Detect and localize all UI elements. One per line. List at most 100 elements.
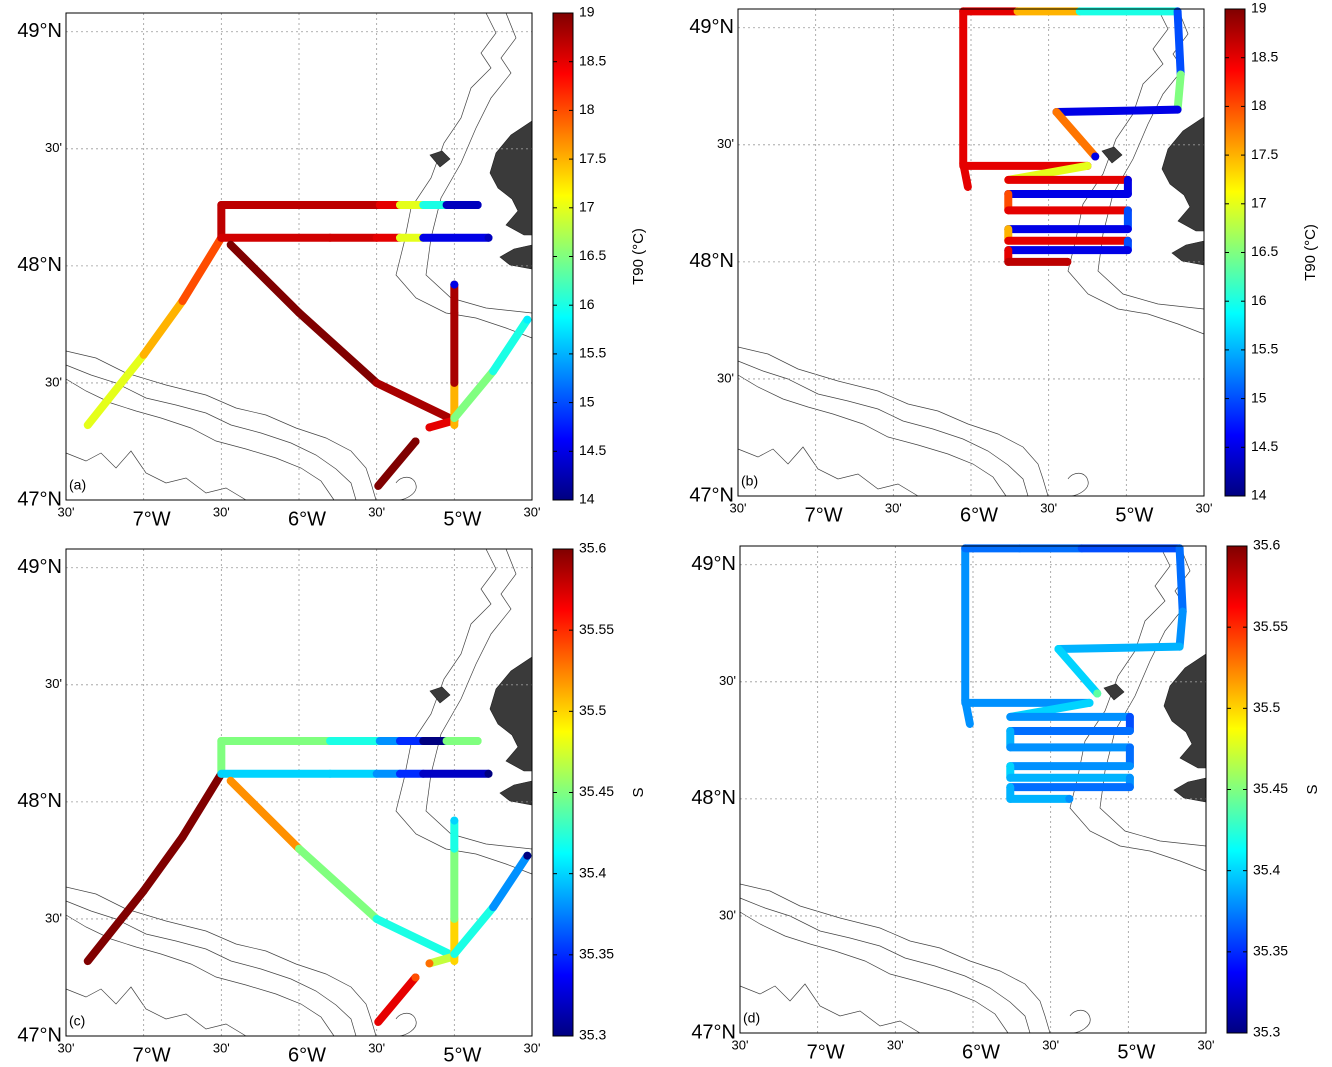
y-tick-label: 30' bbox=[45, 676, 62, 691]
track-segment bbox=[83, 886, 148, 966]
colorbar-tick-label: 35.45 bbox=[579, 783, 614, 799]
y-tick-label: 30' bbox=[719, 673, 736, 688]
track-segment bbox=[226, 240, 303, 317]
colorbar-tick-label: 35.5 bbox=[579, 702, 606, 718]
y-tick-label: 30' bbox=[45, 374, 62, 389]
colorbar-tick-label: 35.45 bbox=[1253, 780, 1288, 796]
map-panel: 30' 7°W 30' 6°W 30' 5°W 30'47°N30'48°N30'49°N(… bbox=[17, 540, 647, 1067]
y-tick-label: 48°N bbox=[689, 250, 734, 272]
x-tick-label: 7°W bbox=[807, 1041, 845, 1063]
map-panel: 30' 7°W 30' 6°W 30' 5°W 30'47°N30'48°N30'49°N(… bbox=[691, 537, 1321, 1064]
x-tick-label: 30' bbox=[1040, 500, 1057, 515]
x-tick-label: 6°W bbox=[960, 504, 998, 526]
y-tick-label: 47°N bbox=[17, 1024, 62, 1046]
track-point bbox=[450, 280, 459, 289]
track-point bbox=[484, 233, 493, 242]
y-tick-label: 49°N bbox=[689, 16, 734, 38]
track-segment bbox=[374, 973, 420, 1026]
track-point bbox=[1091, 152, 1100, 161]
colorbar-tick-label: 35.4 bbox=[1253, 861, 1280, 877]
colorbar-tick-label: 19 bbox=[1251, 0, 1267, 16]
track-point bbox=[1065, 794, 1074, 803]
x-tick-label: 30' bbox=[524, 504, 541, 519]
y-tick-label: 49°N bbox=[17, 556, 62, 578]
plot-frame bbox=[65, 548, 533, 1037]
x-tick-label: 30' bbox=[368, 504, 385, 519]
basemap bbox=[739, 545, 1207, 1034]
colorbar-tick-label: 17 bbox=[579, 199, 595, 215]
x-tick-label: 6°W bbox=[288, 508, 326, 530]
y-tick-label: 47°N bbox=[691, 1021, 736, 1043]
colorbar-tick-label: 18 bbox=[1251, 97, 1267, 113]
colorbar-tick-label: 17 bbox=[1251, 195, 1267, 211]
x-tick-label: 30' bbox=[213, 504, 230, 519]
y-tick-label: 49°N bbox=[17, 20, 62, 42]
panel-label: (b) bbox=[741, 473, 758, 489]
track-point bbox=[411, 437, 420, 446]
panel-label: (a) bbox=[69, 477, 86, 493]
x-tick-label: 6°W bbox=[288, 1044, 326, 1066]
track-point bbox=[1063, 257, 1072, 266]
colorbar-tick-label: 14 bbox=[1251, 487, 1267, 503]
y-tick-label: 49°N bbox=[691, 553, 736, 575]
track-point bbox=[425, 423, 434, 432]
track-segment bbox=[425, 952, 459, 968]
track-segment bbox=[178, 233, 226, 305]
y-tick-label: 30' bbox=[45, 140, 62, 155]
colorbar-tick-label: 35.4 bbox=[579, 864, 606, 880]
plot-frame bbox=[65, 12, 533, 501]
track-segment bbox=[489, 315, 532, 376]
colorbar-tick-label: 16 bbox=[1251, 292, 1267, 308]
track-segment bbox=[372, 914, 459, 961]
colorbar-tick-label: 35.35 bbox=[1253, 943, 1288, 959]
colorbar-tick-label: 35.35 bbox=[579, 946, 614, 962]
y-tick-label: 48°N bbox=[17, 254, 62, 276]
colorbar-label: T90 (°C) bbox=[1302, 224, 1319, 281]
colorbar-tick-label: 19 bbox=[579, 4, 595, 20]
x-tick-label: 30' bbox=[1196, 500, 1213, 515]
track-segment bbox=[1052, 105, 1182, 117]
track-point bbox=[523, 315, 532, 324]
colorbar-tick-label: 35.3 bbox=[579, 1027, 606, 1043]
basemap bbox=[737, 8, 1205, 497]
track-point bbox=[523, 851, 532, 860]
basemap bbox=[65, 548, 533, 1037]
colorbar-label: S bbox=[1304, 784, 1321, 794]
map-panel: 30' 7°W 30' 6°W 30' 5°W 30'47°N30'48°N30'49°N(… bbox=[689, 0, 1319, 526]
y-tick-label: 30' bbox=[45, 910, 62, 925]
x-tick-label: 5°W bbox=[443, 1044, 481, 1066]
y-tick-label: 30' bbox=[717, 136, 734, 151]
track-segment bbox=[1175, 607, 1187, 651]
x-tick-label: 30' bbox=[887, 1037, 904, 1052]
colorbar-tick-label: 14.5 bbox=[1251, 438, 1278, 454]
track-segment bbox=[1173, 7, 1185, 79]
colorbar-tick-label: 15.5 bbox=[579, 345, 606, 361]
track-segment bbox=[178, 769, 226, 841]
y-tick-label: 47°N bbox=[689, 484, 734, 506]
track-segment bbox=[450, 367, 498, 423]
track-segment bbox=[226, 776, 303, 853]
track-segment bbox=[450, 903, 498, 959]
plot-frame bbox=[737, 8, 1205, 497]
colorbar-tick-label: 17.5 bbox=[1251, 146, 1278, 162]
panel-label: (c) bbox=[69, 1013, 85, 1029]
y-tick-label: 30' bbox=[717, 370, 734, 385]
track-segment bbox=[1054, 642, 1184, 654]
x-tick-label: 30' bbox=[58, 504, 75, 519]
x-tick-label: 30' bbox=[732, 1037, 749, 1052]
colorbar-tick-label: 35.5 bbox=[1253, 699, 1280, 715]
track-segment bbox=[374, 437, 420, 490]
track-point bbox=[473, 200, 482, 209]
colorbar-tick-label: 14.5 bbox=[579, 442, 606, 458]
basemap bbox=[65, 12, 533, 501]
colorbar-label: T90 (°C) bbox=[630, 228, 647, 285]
x-tick-label: 6°W bbox=[962, 1041, 1000, 1063]
track-segment bbox=[139, 296, 187, 359]
x-tick-label: 30' bbox=[730, 500, 747, 515]
colorbar-tick-label: 16 bbox=[579, 296, 595, 312]
colorbar-tick-label: 35.55 bbox=[1253, 618, 1288, 634]
colorbar-tick-label: 35.6 bbox=[1253, 537, 1280, 553]
colorbar-tick-label: 18.5 bbox=[1251, 48, 1278, 64]
colorbar-tick-label: 35.6 bbox=[579, 540, 606, 556]
colorbar-tick-label: 16.5 bbox=[1251, 243, 1278, 259]
